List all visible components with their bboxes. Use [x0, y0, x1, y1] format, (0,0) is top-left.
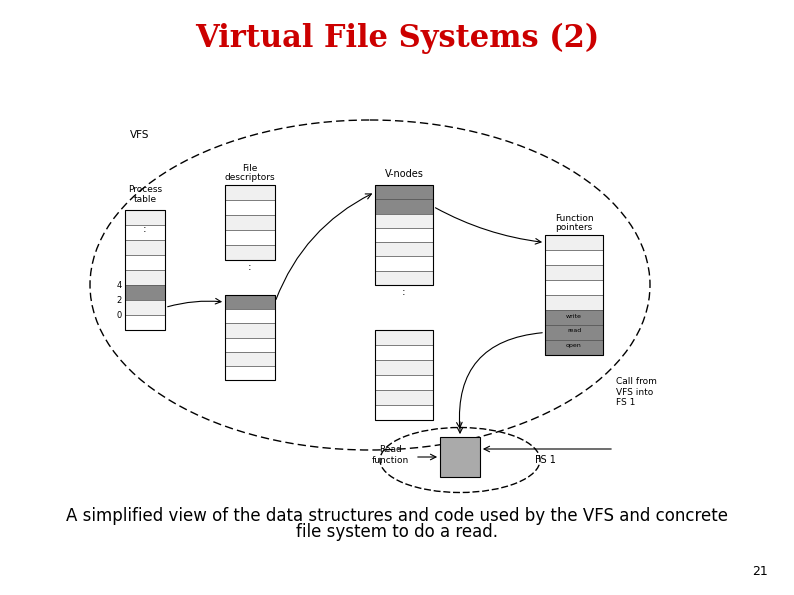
- Bar: [375, 390, 433, 405]
- Bar: [225, 185, 275, 260]
- Text: Virtual File Systems (2): Virtual File Systems (2): [195, 23, 599, 54]
- Bar: [225, 352, 275, 366]
- Bar: [375, 405, 433, 420]
- Bar: [375, 199, 433, 214]
- Bar: [545, 325, 603, 340]
- Bar: [125, 240, 165, 255]
- Text: V-nodes: V-nodes: [384, 169, 423, 179]
- Text: 2: 2: [117, 296, 122, 305]
- Bar: [375, 375, 433, 390]
- Text: :: :: [403, 287, 406, 297]
- Bar: [225, 245, 275, 260]
- Bar: [225, 295, 275, 309]
- Bar: [375, 214, 433, 228]
- Bar: [125, 285, 165, 300]
- Bar: [375, 360, 433, 375]
- Bar: [375, 228, 433, 242]
- Text: descriptors: descriptors: [225, 173, 276, 182]
- Bar: [545, 310, 603, 325]
- Text: file system to do a read.: file system to do a read.: [296, 523, 498, 541]
- Text: 4: 4: [117, 281, 122, 290]
- Bar: [440, 437, 480, 477]
- Bar: [545, 250, 603, 265]
- Bar: [225, 309, 275, 323]
- Bar: [225, 230, 275, 245]
- Text: File: File: [242, 164, 258, 173]
- Text: Function: Function: [555, 214, 593, 223]
- Text: FS 1: FS 1: [535, 455, 556, 465]
- Text: Read
function: Read function: [372, 445, 409, 465]
- Text: open: open: [566, 343, 582, 349]
- Bar: [545, 280, 603, 295]
- Bar: [225, 295, 275, 380]
- Bar: [375, 256, 433, 271]
- Text: 0: 0: [117, 311, 122, 320]
- Bar: [375, 330, 433, 345]
- Bar: [125, 225, 165, 240]
- Text: :: :: [143, 224, 147, 234]
- Bar: [375, 271, 433, 285]
- Bar: [545, 340, 603, 355]
- Bar: [125, 270, 165, 285]
- Text: A simplified view of the data structures and code used by the VFS and concrete: A simplified view of the data structures…: [66, 507, 728, 525]
- Bar: [125, 300, 165, 315]
- Bar: [225, 323, 275, 337]
- Bar: [545, 295, 603, 310]
- Text: Call from
VFS into
FS 1: Call from VFS into FS 1: [616, 377, 657, 407]
- Text: Process: Process: [128, 185, 162, 194]
- Text: VFS: VFS: [130, 130, 149, 140]
- Bar: [125, 315, 165, 330]
- Text: table: table: [133, 195, 156, 204]
- Bar: [375, 242, 433, 256]
- Bar: [225, 200, 275, 215]
- Bar: [375, 185, 433, 199]
- Bar: [545, 235, 603, 355]
- Text: read: read: [567, 328, 581, 334]
- Bar: [545, 235, 603, 250]
- Bar: [125, 210, 165, 225]
- Bar: [375, 330, 433, 420]
- Bar: [225, 337, 275, 352]
- Bar: [125, 210, 165, 330]
- Bar: [125, 255, 165, 270]
- Text: write: write: [566, 314, 582, 318]
- Bar: [225, 185, 275, 200]
- Text: 21: 21: [752, 565, 768, 578]
- Text: :: :: [249, 262, 252, 272]
- Text: pointers: pointers: [555, 223, 592, 232]
- Bar: [545, 265, 603, 280]
- Bar: [375, 345, 433, 360]
- Bar: [225, 366, 275, 380]
- Bar: [225, 215, 275, 230]
- Bar: [375, 185, 433, 285]
